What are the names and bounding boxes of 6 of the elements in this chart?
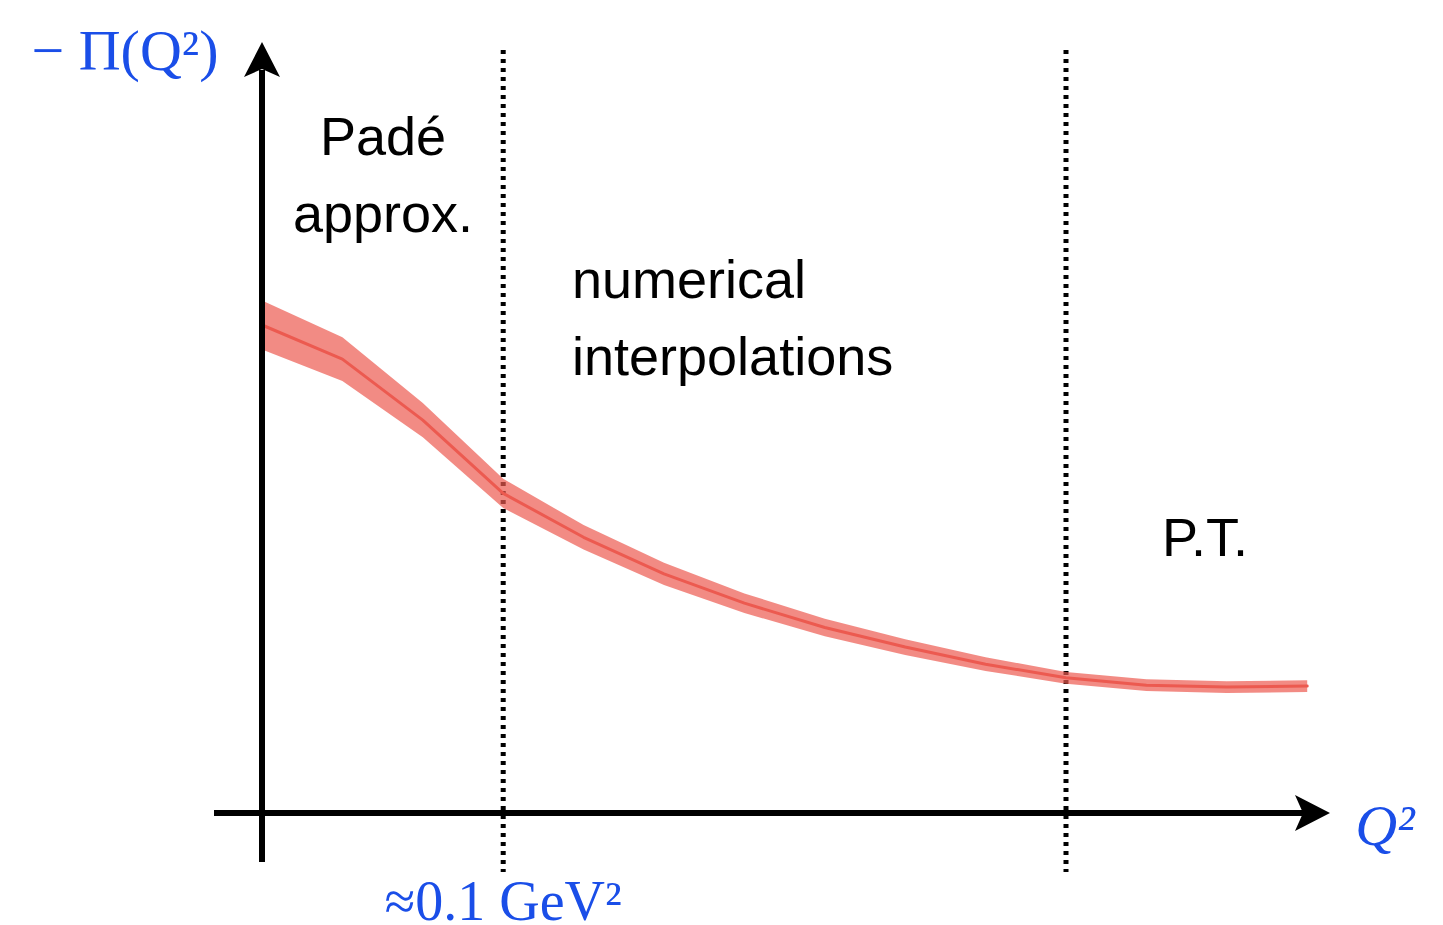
text: ≈0.1 GeV² bbox=[384, 870, 622, 925]
annotation: P.T. bbox=[1162, 507, 1249, 567]
y-axis-title: − Π(Q²) bbox=[31, 18, 219, 83]
text: Padé approx. bbox=[292, 106, 474, 243]
x-axis-title: Q² bbox=[1355, 793, 1417, 858]
annotation: numerical interpolations bbox=[572, 249, 894, 386]
